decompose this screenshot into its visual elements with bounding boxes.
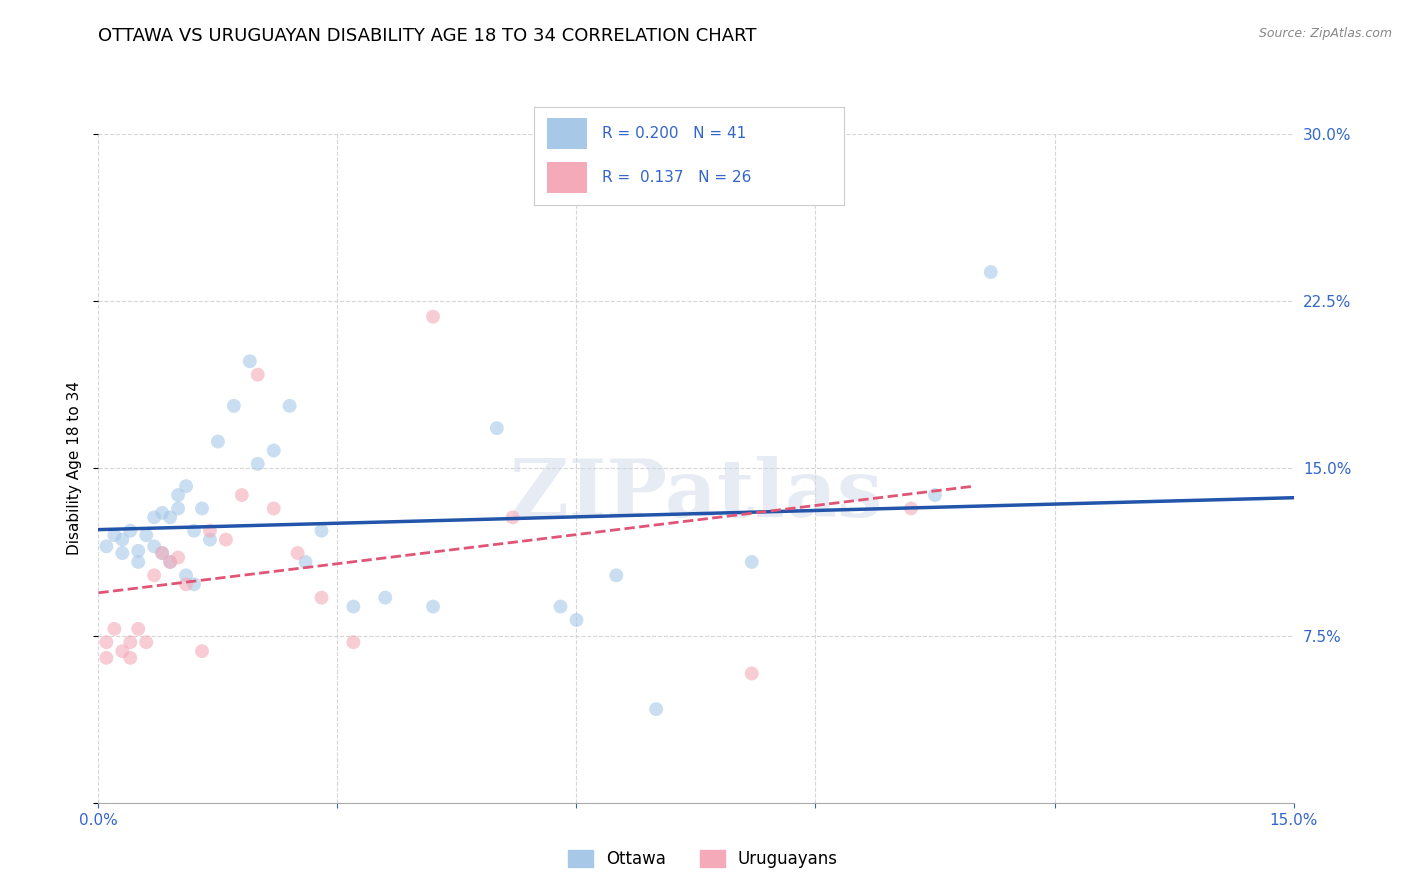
Point [485,421,508,435]
Point [96,651,118,665]
Point [150,546,173,560]
Point [342,635,364,649]
Point [127,555,149,569]
Y-axis label: Disability Age 18 to 34: Disability Age 18 to 34 [67,381,83,556]
Point [120,635,142,649]
Text: R =  0.137   N = 26: R = 0.137 N = 26 [602,170,752,186]
Point [127,544,149,558]
Point [215,533,238,547]
Point [96,635,118,649]
Point [174,568,197,582]
Point [198,524,221,538]
Point [159,555,181,569]
Point [645,702,668,716]
Point [143,510,166,524]
Point [174,479,197,493]
Point [167,501,190,516]
Point [111,644,134,658]
Point [127,622,149,636]
Point [103,622,125,636]
Point [191,644,214,658]
Point [159,510,181,524]
Point [207,434,229,449]
Point [374,591,396,605]
Point [103,528,125,542]
Text: ZIPatlas: ZIPatlas [510,456,882,534]
Point [159,555,181,569]
Point [550,599,572,614]
Point [294,555,316,569]
Point [135,635,157,649]
Point [231,488,253,502]
Legend: Ottawa, Uruguayans: Ottawa, Uruguayans [561,843,845,875]
Point [222,399,245,413]
Point [605,568,627,582]
Point [174,577,197,591]
Point [246,457,269,471]
Text: R = 0.200   N = 41: R = 0.200 N = 41 [602,126,747,141]
Point [111,546,134,560]
Point [120,524,142,538]
Point [502,510,524,524]
Text: OTTAWA VS URUGUAYAN DISABILITY AGE 18 TO 34 CORRELATION CHART: OTTAWA VS URUGUAYAN DISABILITY AGE 18 TO… [98,27,756,45]
Bar [547,118,586,149]
Point [246,368,269,382]
Point [311,524,333,538]
Point [263,443,285,458]
Point [183,577,205,591]
Point [239,354,262,368]
Point [120,651,142,665]
Point [263,501,285,516]
Point [900,501,922,516]
Point [741,666,763,681]
Point [422,310,444,324]
Point [311,591,333,605]
Text: Source: ZipAtlas.com: Source: ZipAtlas.com [1258,27,1392,40]
Point [741,555,763,569]
Point [191,501,214,516]
Point [150,546,173,560]
Point [278,399,301,413]
Point [422,599,444,614]
Point [150,506,173,520]
Point [342,599,364,614]
Point [167,488,190,502]
Point [167,550,190,565]
Bar [547,162,586,194]
Point [111,533,134,547]
Point [135,528,157,542]
Point [565,613,588,627]
Point [96,539,118,553]
Point [287,546,309,560]
Point [980,265,1002,279]
Point [143,568,166,582]
Point [924,488,946,502]
Point [183,524,205,538]
Point [198,533,221,547]
Point [143,539,166,553]
